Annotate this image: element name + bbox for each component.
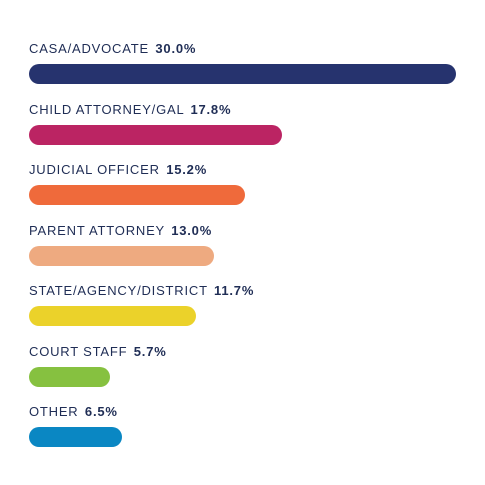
category-label: OTHER (29, 404, 79, 419)
bar-track (29, 245, 459, 266)
category-label: PARENT ATTORNEY (29, 222, 165, 238)
bar-row: PARENT ATTORNEY 13.0% (29, 223, 459, 266)
bar-label: OTHER 6.5% (29, 404, 459, 420)
value-label: 13.0% (171, 222, 213, 238)
category-label: STATE/AGENCY/DISTRICT (29, 283, 208, 298)
bar (29, 124, 283, 145)
value-label: 11.7% (214, 283, 255, 298)
bar (29, 366, 111, 387)
bar (29, 427, 122, 447)
bar-label: COURT STAFF 5.7% (29, 344, 459, 360)
bar-track (29, 366, 459, 387)
value-label: 5.7% (133, 343, 167, 359)
bar-track (29, 427, 459, 447)
category-label: JUDICIAL OFFICER (29, 162, 160, 177)
bar-label: PARENT ATTORNEY 13.0% (29, 223, 459, 239)
value-label: 6.5% (84, 404, 118, 419)
bar-row: COURT STAFF 5.7% (29, 344, 459, 387)
bar (29, 185, 246, 205)
bar-track (29, 64, 459, 84)
bar-row: JUDICIAL OFFICER 15.2% (29, 162, 459, 205)
bar-track (29, 185, 459, 205)
bar-track (29, 124, 459, 145)
bar (29, 245, 214, 266)
bar-row: STATE/AGENCY/DISTRICT 11.7% (29, 283, 459, 326)
value-label: 17.8% (190, 101, 232, 117)
category-label: CHILD ATTORNEY/GAL (29, 101, 185, 117)
category-label: COURT STAFF (29, 343, 128, 359)
bar (29, 64, 456, 84)
category-label: CASA/ADVOCATE (29, 41, 149, 56)
bar-row: OTHER 6.5% (29, 404, 459, 447)
bar-row: CASA/ADVOCATE 30.0% (29, 41, 459, 84)
bar-label: STATE/AGENCY/DISTRICT 11.7% (29, 283, 459, 299)
bar-label: CHILD ATTORNEY/GAL 17.8% (29, 102, 459, 118)
bar (29, 306, 196, 326)
value-label: 15.2% (166, 162, 208, 177)
bar-row: CHILD ATTORNEY/GAL 17.8% (29, 102, 459, 145)
bar-track (29, 306, 459, 326)
bar-label: JUDICIAL OFFICER 15.2% (29, 162, 459, 178)
bar-label: CASA/ADVOCATE 30.0% (29, 41, 459, 57)
value-label: 30.0% (155, 41, 197, 56)
